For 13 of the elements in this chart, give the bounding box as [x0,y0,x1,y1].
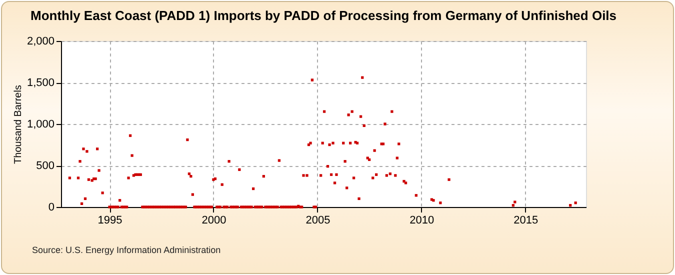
x-tick-label: 1995 [98,214,122,226]
y-axis-title: Thousand Barrels [12,85,24,164]
y-tick-label: 1,500 [26,77,54,89]
y-tick-label: 2,000 [26,36,54,48]
x-tick-label: 2015 [514,214,538,226]
x-tick-label: 2010 [410,214,434,226]
y-tick-label: 0 [48,202,54,214]
x-tick-label: 2000 [202,214,226,226]
chart-title: Monthly East Coast (PADD 1) Imports by PADD of Processing from Germany of Unfinished Oils [30,8,617,23]
x-tick-label: 2005 [306,214,330,226]
source-note: Source: U.S. Energy Information Administration [32,245,221,255]
y-tick-label: 1,000 [26,118,54,130]
y-tick-label: 500 [36,160,54,172]
